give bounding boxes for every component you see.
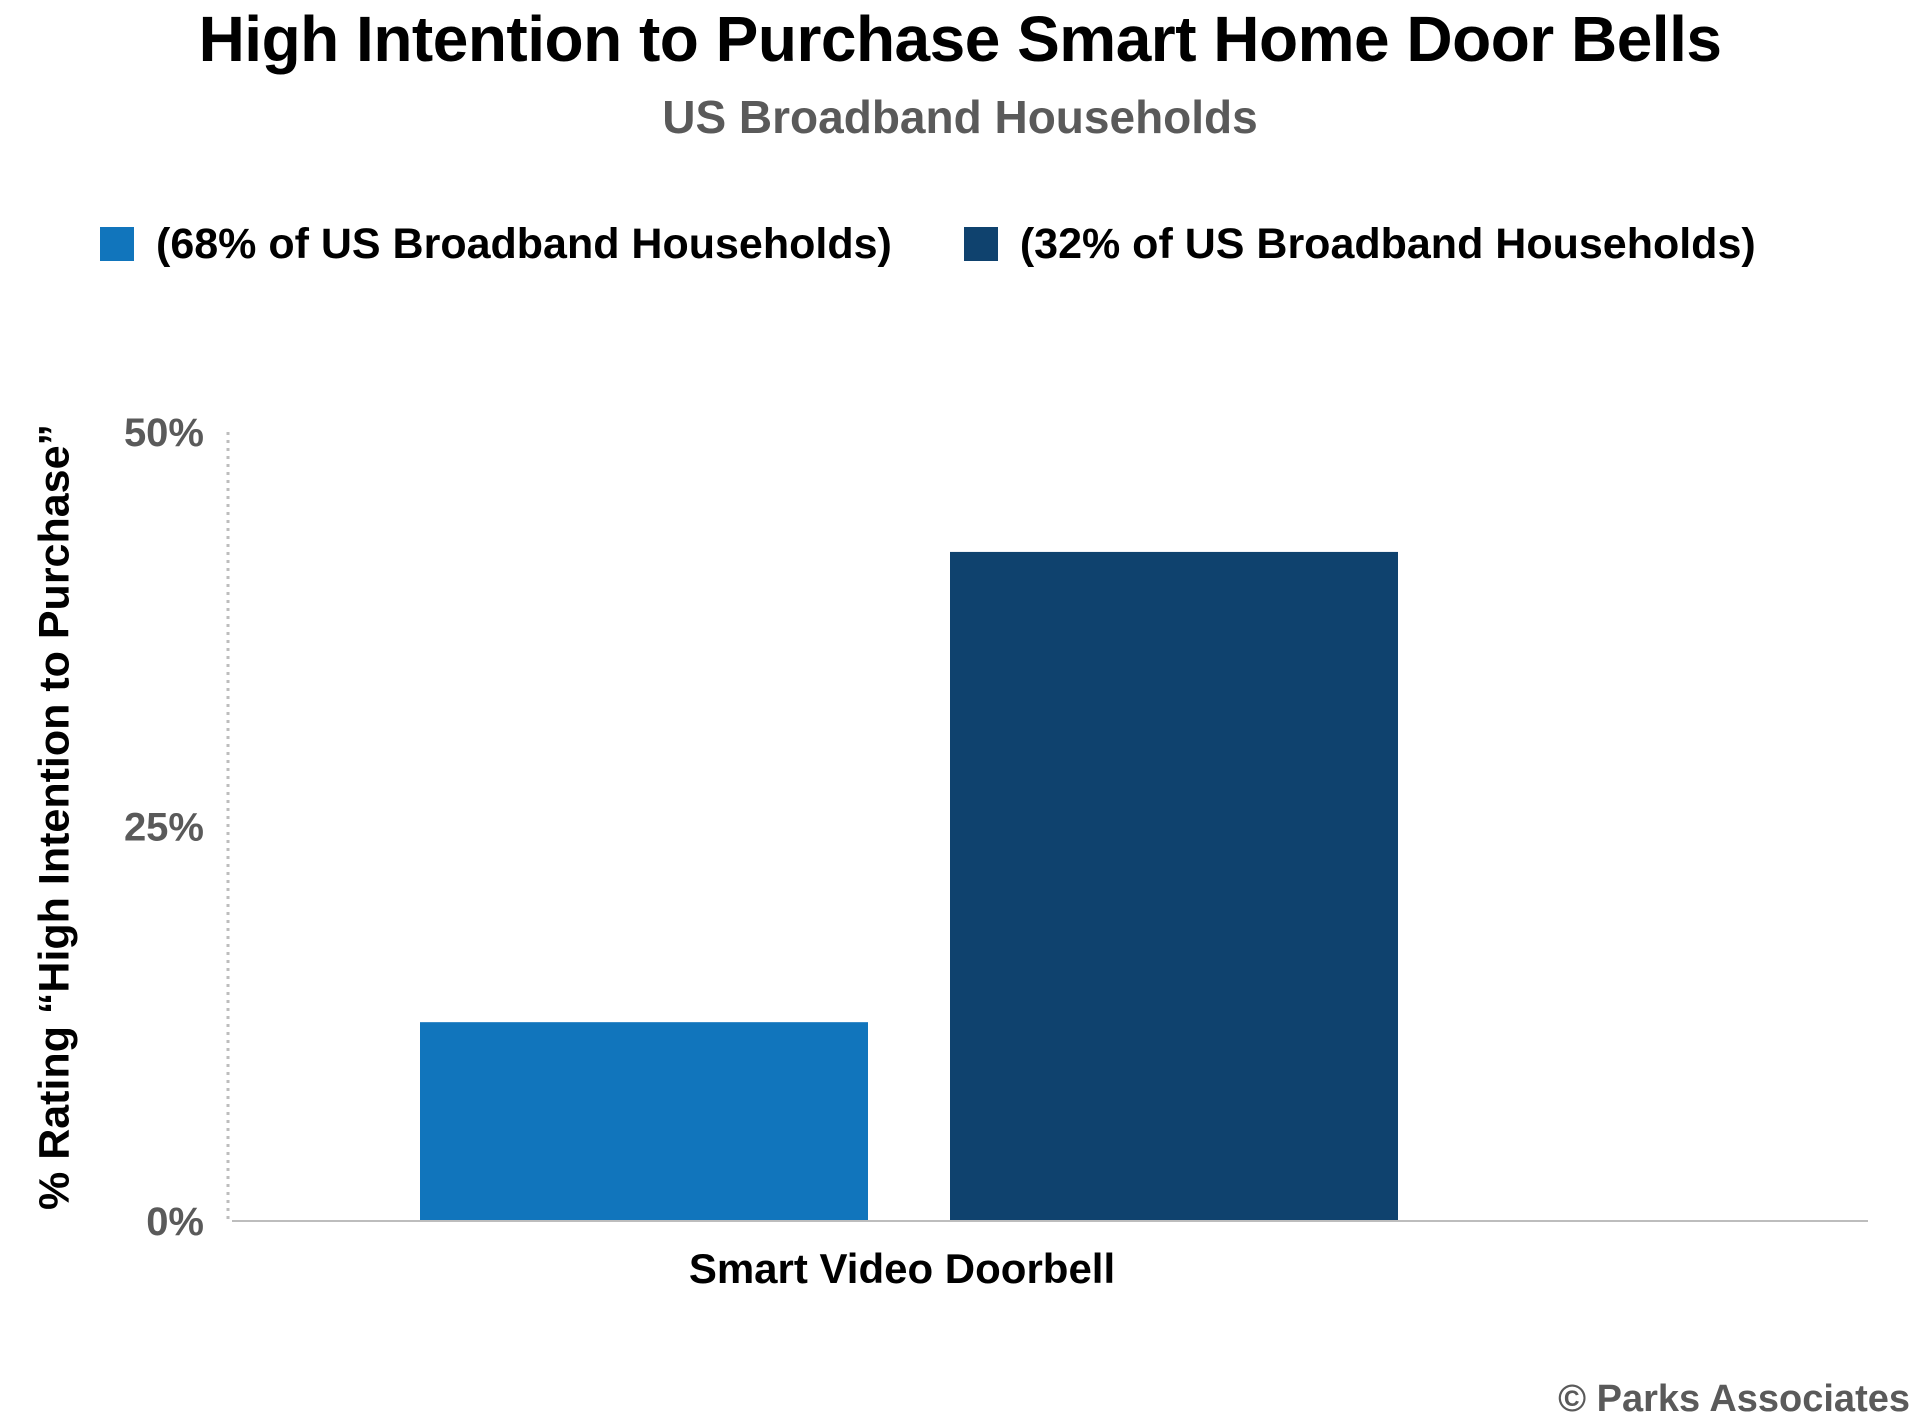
y-tick-label: 25%	[124, 806, 204, 850]
copyright-notice: © Parks Associates	[1558, 1378, 1910, 1420]
legend-item-series-2: (32% of US Broadband Households)	[963, 219, 1756, 269]
legend-label-series-2: (32% of US Broadband Households)	[1019, 219, 1756, 268]
legend-swatch-series-1	[100, 227, 134, 261]
y-tick-label: 50%	[124, 411, 204, 455]
bar-series-1	[420, 1022, 868, 1221]
bar-series-2	[950, 551, 1398, 1221]
chart-title: High Intention to Purchase Smart Home Do…	[198, 3, 1722, 75]
legend-item-series-1: (68% of US Broadband Households)	[100, 220, 892, 269]
legend-label-series-1: (68% of US Broadband Households)	[156, 219, 892, 268]
y-tick-label: 0%	[146, 1200, 204, 1244]
bars	[420, 551, 1398, 1221]
legend-swatch-series-2	[963, 227, 998, 261]
chart-subtitle: US Broadband Households	[662, 91, 1258, 143]
x-category-label: Smart Video Doorbell	[689, 1245, 1115, 1292]
x-axis: Smart Video Doorbell	[232, 1220, 1868, 1292]
legend: (68% of US Broadband Households) (32% of…	[100, 216, 1828, 272]
y-axis: 0% 25% 50%	[124, 411, 230, 1244]
